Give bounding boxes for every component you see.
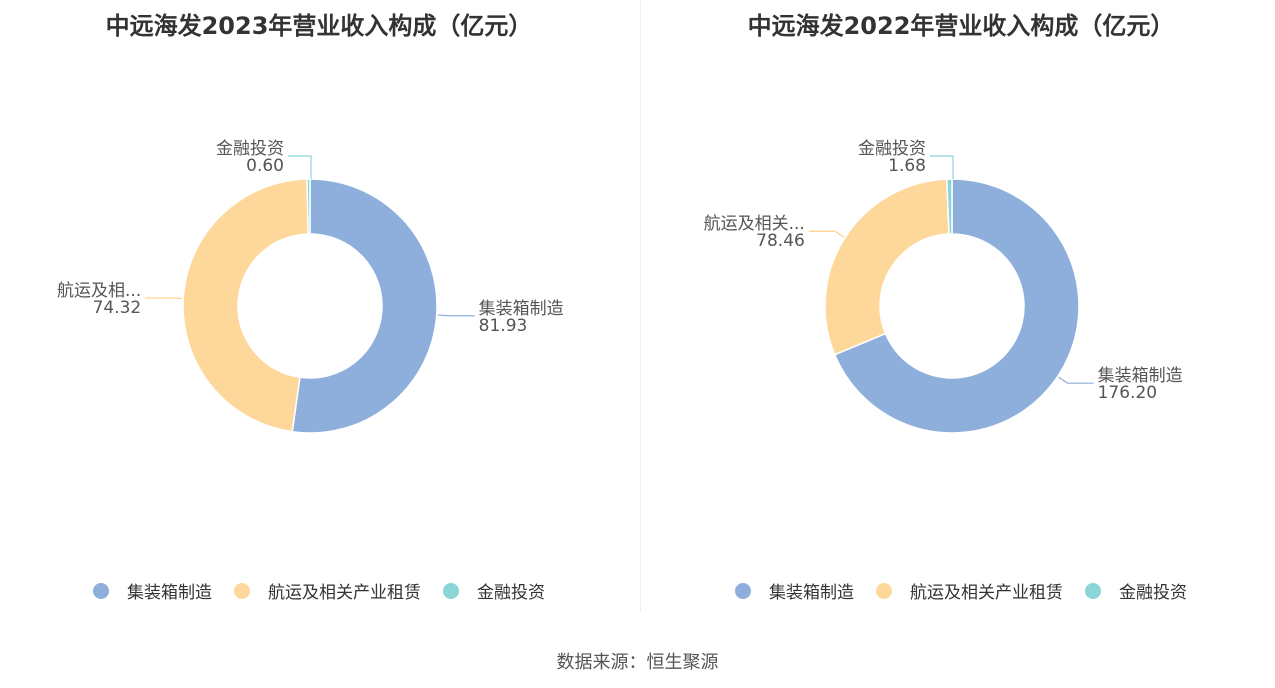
slice-container-manufacturing[interactable] xyxy=(291,178,438,434)
legend: 集装箱制造 航运及相关产业租赁 金融投资 xyxy=(0,578,638,603)
slice-financial-investment[interactable] xyxy=(306,178,311,235)
value-label: 78.46 xyxy=(756,231,805,251)
legend-label: 集装箱制造 xyxy=(127,583,212,603)
legend-dot-icon xyxy=(735,582,751,599)
legend-dot-icon xyxy=(443,582,459,599)
value-label: 74.32 xyxy=(93,298,142,318)
value-label: 81.93 xyxy=(479,316,528,336)
value-label: 176.20 xyxy=(1098,383,1157,403)
legend-label: 集装箱制造 xyxy=(769,583,854,603)
chart-title: 中远海发2023年营业收入构成（亿元） xyxy=(105,12,533,40)
chart-panel-2022: 中远海发2022年营业收入构成（亿元） 集装箱制造 176.20 航运及相关... 7… xyxy=(642,0,1275,615)
leader-line xyxy=(1058,376,1094,384)
legend-dot-icon xyxy=(1085,582,1101,599)
label-shipping-leasing: 航运及相... xyxy=(57,281,141,301)
leader-line xyxy=(808,230,845,238)
label-shipping-leasing: 航运及相关... xyxy=(704,214,805,234)
legend-label: 金融投资 xyxy=(477,583,545,603)
slice-financial-investment[interactable] xyxy=(945,178,953,235)
slice-shipping-leasing[interactable] xyxy=(182,178,310,433)
value-label: 1.68 xyxy=(888,156,926,176)
legend-item-container-manufacturing[interactable]: 集装箱制造 xyxy=(735,578,854,603)
chart-panel-2023: 中远海发2023年营业收入构成（亿元） 集装箱制造 81.93 航运及相... 74.… xyxy=(0,0,638,615)
panel-divider xyxy=(640,0,641,612)
label-financial-investment: 金融投资 xyxy=(858,139,926,159)
legend-dot-icon xyxy=(93,582,109,599)
leader-line xyxy=(145,297,183,300)
legend-dot-icon xyxy=(234,582,250,599)
legend-item-shipping-leasing[interactable]: 航运及相关产业租赁 xyxy=(876,578,1063,603)
leader-line xyxy=(288,155,312,179)
slice-container-manufacturing[interactable] xyxy=(833,178,1080,434)
legend-item-financial-investment[interactable]: 金融投资 xyxy=(443,578,545,603)
legend-item-financial-investment[interactable]: 金融投资 xyxy=(1085,578,1187,603)
chart-title: 中远海发2022年营业收入构成（亿元） xyxy=(747,12,1175,40)
value-label: 0.60 xyxy=(246,156,284,176)
label-container-manufacturing: 集装箱制造 xyxy=(479,299,564,319)
legend-label: 金融投资 xyxy=(1119,583,1187,603)
label-financial-investment: 金融投资 xyxy=(216,139,284,159)
label-container-manufacturing: 集装箱制造 xyxy=(1098,366,1183,386)
slice-shipping-leasing[interactable] xyxy=(824,178,950,356)
leader-line xyxy=(930,155,954,179)
legend-item-container-manufacturing[interactable]: 集装箱制造 xyxy=(93,578,212,603)
legend: 集装箱制造 航运及相关产业租赁 金融投资 xyxy=(642,578,1275,603)
legend-label: 航运及相关产业租赁 xyxy=(268,583,421,603)
legend-label: 航运及相关产业租赁 xyxy=(910,583,1063,603)
legend-dot-icon xyxy=(876,582,892,599)
leader-line xyxy=(437,314,475,317)
data-source-note: 数据来源：恒生聚源 xyxy=(556,652,719,673)
legend-item-shipping-leasing[interactable]: 航运及相关产业租赁 xyxy=(234,578,421,603)
